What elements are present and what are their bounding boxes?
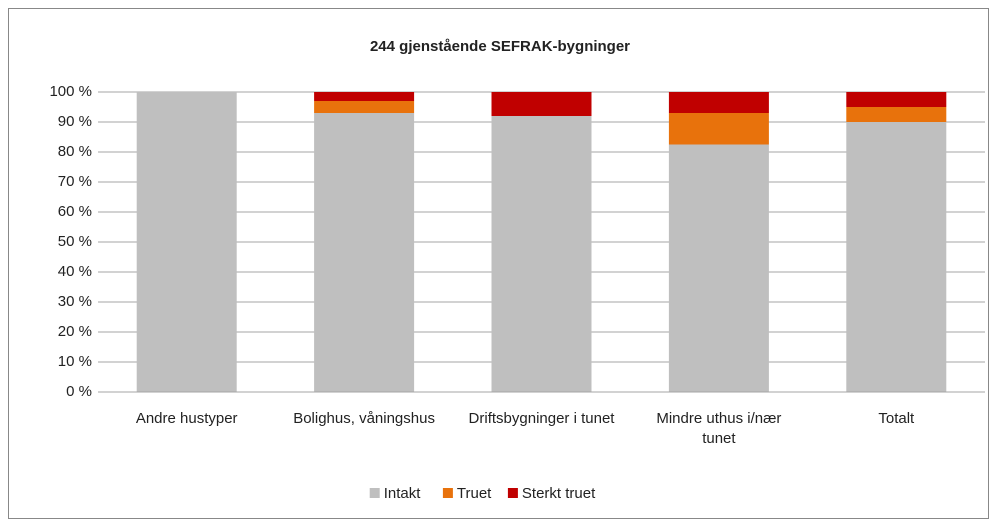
bar-segment	[491, 116, 592, 392]
bar-segment	[846, 122, 947, 392]
x-tick-label: Bolighus, våningshus	[293, 410, 435, 427]
y-tick-label: 90 %	[58, 113, 92, 130]
bar-segment	[668, 92, 769, 113]
bar-segment	[668, 144, 769, 392]
y-tick-label: 70 %	[58, 173, 92, 190]
bar-segment	[668, 113, 769, 145]
legend-swatch	[442, 488, 453, 498]
y-tick-label: 10 %	[58, 353, 92, 370]
x-tick-label: Totalt	[878, 410, 915, 427]
legend-label: Truet	[457, 485, 492, 502]
y-tick-label: 60 %	[58, 203, 92, 220]
bar-segment	[314, 113, 415, 392]
x-tick-label: Driftsbygninger i tunet	[468, 410, 615, 427]
bar-segment	[491, 92, 592, 116]
y-tick-label: 100 %	[49, 83, 92, 100]
bar-segment	[136, 92, 237, 392]
y-tick-label: 0 %	[66, 383, 92, 400]
x-tick-label: Andre hustyper	[135, 410, 238, 427]
legend-label: Intakt	[384, 485, 422, 502]
legend-label: Sterkt truet	[522, 485, 596, 502]
legend-swatch	[507, 488, 518, 498]
y-tick-label: 40 %	[58, 263, 92, 280]
bar-segment	[846, 92, 947, 107]
y-tick-label: 80 %	[58, 143, 92, 160]
bar-segment	[314, 92, 415, 101]
x-tick-label: Mindre uthus i/nær tunet	[656, 410, 782, 447]
y-tick-label: 20 %	[58, 323, 92, 340]
bar-segment	[314, 101, 415, 113]
bar-segment	[846, 107, 947, 122]
legend-swatch	[369, 488, 380, 498]
y-tick-label: 30 %	[58, 293, 92, 310]
y-tick-label: 50 %	[58, 233, 92, 250]
chart-title: 244 gjenstående SEFRAK-bygninger	[370, 38, 630, 55]
